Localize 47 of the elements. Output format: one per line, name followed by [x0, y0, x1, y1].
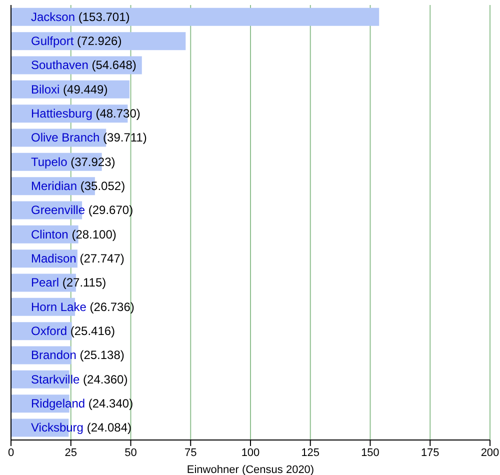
y-tick-label: Southaven [31, 58, 88, 72]
x-tick-label: 200 [480, 446, 500, 459]
y-tick-label: Gulfport [31, 34, 74, 48]
y-tick-label: Clinton [31, 227, 68, 242]
data-label: (24.340) [85, 396, 134, 411]
data-label: (48.730) [92, 106, 140, 121]
data-label: (49.449) [60, 82, 108, 96]
data-label: (25.416) [67, 324, 116, 338]
x-tick-label: 100 [241, 446, 260, 459]
data-label: (29.670) [85, 203, 134, 218]
y-tick-label: Greenville [31, 203, 86, 218]
y-tick-label: Tupelo [31, 154, 68, 169]
data-label: (27.115) [59, 276, 106, 290]
x-axis-title: Einwohner (Census 2020) [186, 464, 314, 475]
data-label: (24.360) [80, 372, 128, 386]
bar [11, 8, 380, 26]
data-label: (72.926) [74, 34, 122, 48]
data-label: (28.100) [68, 227, 116, 242]
data-label: (37.923) [67, 154, 116, 169]
x-tick-label: 150 [361, 446, 380, 459]
x-tick-label: 0 [8, 446, 14, 459]
y-tick-label: Meridian [31, 179, 78, 194]
x-tick-label: 125 [301, 446, 320, 459]
x-tick-label: 175 [420, 446, 440, 459]
y-tick-label: Vicksburg [31, 420, 84, 435]
y-tick-label: Brandon [31, 348, 76, 362]
y-tick-label: Olive Branch [31, 130, 100, 145]
data-label: (35.052) [77, 179, 126, 194]
x-tick-label: 25 [64, 446, 77, 459]
data-label: (54.648) [88, 58, 136, 72]
y-tick-label: Starkville [31, 372, 80, 386]
y-tick-label: Biloxi [31, 82, 60, 96]
x-tick-label: 50 [124, 446, 137, 459]
y-tick-label: Madison [31, 252, 76, 266]
y-tick-label: Pearl [31, 276, 60, 290]
x-tick-label: 75 [184, 446, 197, 459]
data-label: (153.701) [75, 10, 130, 24]
data-label: (27.747) [76, 252, 124, 266]
data-label: (25.138) [76, 348, 124, 362]
y-tick-label: Hattiesburg [31, 106, 92, 121]
data-label: (24.084) [83, 420, 132, 435]
y-tick-label: Horn Lake [31, 300, 87, 314]
y-tick-label: Ridgeland [31, 396, 86, 411]
y-tick-label: Oxford [31, 324, 68, 338]
y-tick-label: Jackson [31, 10, 76, 24]
data-label: (39.711) [100, 130, 147, 145]
data-label: (26.736) [86, 300, 134, 314]
